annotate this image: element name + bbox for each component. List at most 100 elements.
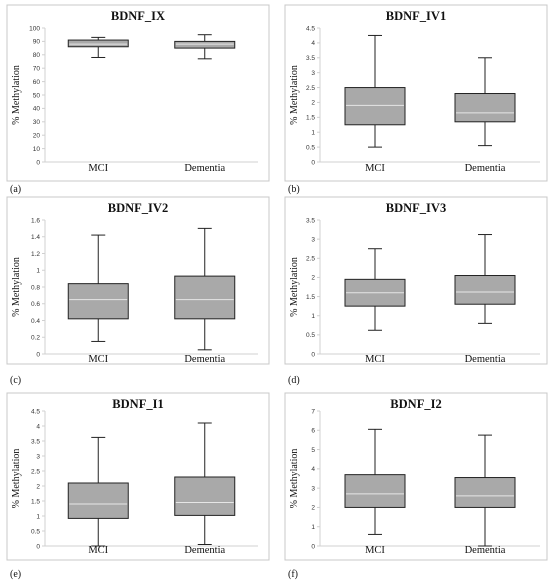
iqr-box [454, 477, 516, 508]
y-tick-label: 6 [311, 428, 315, 435]
chart-panel-5: BDNF_I1 0 0.5 1 1.5 2 2.5 3 3.5 4 4.5 % Methylation… [6, 392, 270, 561]
y-tick-label: 0 [36, 543, 40, 550]
box-mci [344, 428, 406, 535]
panel-label: (b) [288, 184, 300, 195]
panel-label: (c) [10, 375, 21, 386]
y-tick-label: 2 [36, 483, 40, 490]
box-mci [344, 34, 406, 148]
category-label: MCI [365, 354, 385, 365]
box-dementia [454, 57, 516, 147]
y-tick-label: 4.5 [306, 25, 315, 32]
panel-frame [6, 392, 270, 561]
y-tick-label: 80 [33, 52, 41, 59]
y-tick-label: 1 [311, 130, 315, 137]
y-tick-label: 40 [33, 106, 41, 113]
y-tick-label: 3 [311, 70, 315, 77]
iqr-box [174, 476, 236, 516]
iqr-box [454, 93, 516, 123]
category-label: MCI [365, 163, 385, 174]
y-tick-label: 90 [33, 39, 41, 46]
iqr-box [67, 283, 129, 320]
y-tick-label: 4 [311, 40, 315, 47]
y-tick-label: 70 [33, 66, 41, 73]
chart-panel-2: BDNF_IV1 0 0.5 1 1.5 2 2.5 3 3.5 4 4.5 % Methylatio… [284, 4, 548, 182]
box-dementia [454, 234, 516, 324]
y-tick-label: 3.5 [306, 55, 315, 62]
y-tick-label: 2 [311, 275, 315, 282]
category-label: MCI [365, 545, 385, 556]
y-tick-label: 0 [311, 543, 315, 550]
box-dementia [174, 34, 236, 60]
y-axis-label: % Methylation [289, 449, 300, 509]
chart-title: BDNF_IV1 [386, 9, 446, 23]
y-tick-label: 2 [311, 100, 315, 107]
iqr-box [454, 275, 516, 305]
box-dementia [174, 422, 236, 545]
y-tick-label: 30 [33, 119, 41, 126]
y-tick-label: 0 [36, 351, 40, 358]
y-tick-label: 3 [311, 485, 315, 492]
box-mci [344, 248, 406, 331]
y-tick-label: 3 [311, 236, 315, 243]
y-tick-label: 4.5 [31, 408, 40, 415]
category-label: Dementia [465, 163, 506, 174]
box-dementia [454, 434, 516, 547]
iqr-box [174, 275, 236, 320]
y-tick-label: 1 [311, 524, 315, 531]
chart-panel-1: BDNF_IX 0 10 20 30 40 50 60 70 80 90 100 % Methylati… [6, 4, 270, 182]
chart-title: BDNF_IV3 [386, 201, 446, 215]
y-tick-label: 10 [33, 146, 41, 153]
panel-label: (d) [288, 375, 300, 386]
iqr-box [67, 39, 129, 48]
y-tick-label: 0.5 [306, 144, 315, 151]
y-tick-label: 0 [36, 159, 40, 166]
iqr-box [67, 482, 129, 519]
category-label: Dementia [184, 163, 225, 174]
panel-label: (e) [10, 569, 21, 580]
chart-panel-3: BDNF_IV2 0 0.2 0.4 0.6 0.8 1 1.2 1.4 1.6 % Methyla… [6, 196, 270, 365]
y-tick-label: 7 [311, 408, 315, 415]
chart-title: BDNF_IX [111, 9, 165, 23]
box-mci [67, 234, 129, 342]
y-tick-label: 2.5 [31, 468, 40, 475]
panel-label: (a) [10, 184, 21, 195]
category-label: MCI [88, 163, 108, 174]
y-tick-label: 3.5 [31, 438, 40, 445]
panel-label: (f) [288, 569, 298, 580]
y-tick-label: 100 [29, 25, 40, 32]
category-label: MCI [88, 354, 108, 365]
y-tick-label: 2 [311, 505, 315, 512]
y-tick-label: 1 [311, 313, 315, 320]
y-tick-label: 1.5 [306, 115, 315, 122]
box-mci [67, 36, 129, 58]
y-tick-label: 1.6 [31, 217, 40, 224]
y-tick-label: 1 [36, 513, 40, 520]
y-tick-label: 1 [36, 268, 40, 275]
y-tick-label: 4 [311, 466, 315, 473]
iqr-box [344, 87, 406, 126]
y-tick-label: 0 [311, 159, 315, 166]
y-tick-label: 1.4 [31, 234, 40, 241]
y-axis-label: % Methylation [11, 65, 22, 125]
y-tick-label: 1.5 [31, 498, 40, 505]
chart-title: BDNF_IV2 [108, 201, 168, 215]
y-tick-label: 0.5 [306, 332, 315, 339]
y-tick-label: 0 [311, 351, 315, 358]
y-axis-label: % Methylation [11, 257, 22, 317]
y-axis-label: % Methylation [289, 65, 300, 125]
iqr-box [344, 474, 406, 508]
y-tick-label: 1.2 [31, 251, 40, 258]
y-tick-label: 1.5 [306, 294, 315, 301]
panel-frame [284, 392, 548, 561]
panel-frame [6, 4, 270, 182]
category-label: Dementia [465, 545, 506, 556]
box-dementia [174, 227, 236, 351]
y-tick-label: 0.8 [31, 284, 40, 291]
y-tick-label: 0.4 [31, 318, 40, 325]
y-tick-label: 0.6 [31, 301, 40, 308]
y-tick-label: 5 [311, 447, 315, 454]
category-label: Dementia [184, 354, 225, 365]
chart-panel-6: BDNF_I2 0 1 2 3 4 5 6 7 % Methylation MCI Dementia [284, 392, 548, 561]
y-tick-label: 0.2 [31, 335, 40, 342]
